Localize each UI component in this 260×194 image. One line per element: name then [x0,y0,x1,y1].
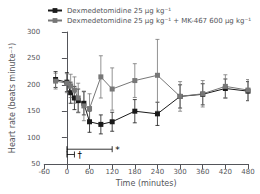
svg-text:†: † [77,150,82,160]
svg-text:Dexmedetomidine 25 μg kg⁻¹: Dexmedetomidine 25 μg kg⁻¹ [67,7,171,15]
svg-text:50: 50 [31,160,41,168]
svg-text:*: * [115,145,120,155]
svg-text:100: 100 [27,134,40,142]
svg-text:120: 120 [105,168,118,176]
svg-text:360: 360 [196,168,209,176]
svg-text:-60: -60 [39,168,50,176]
svg-text:250: 250 [27,54,40,62]
svg-text:200: 200 [27,81,40,89]
svg-text:180: 180 [128,168,141,176]
svg-text:Time (minutes): Time (minutes) [115,179,177,188]
svg-text:150: 150 [27,107,40,115]
svg-text:Dexmedetomidine 25 μg kg⁻¹ + M: Dexmedetomidine 25 μg kg⁻¹ + MK-467 600 … [67,17,251,25]
svg-text:60: 60 [85,168,94,176]
svg-text:300: 300 [27,28,40,36]
svg-text:480: 480 [241,168,254,176]
svg-text:Heart rate (beats minute⁻¹): Heart rate (beats minute⁻¹) [8,43,17,153]
svg-text:0: 0 [65,168,69,176]
svg-text:240: 240 [151,168,164,176]
svg-text:420: 420 [219,168,232,176]
svg-text:300: 300 [173,168,186,176]
